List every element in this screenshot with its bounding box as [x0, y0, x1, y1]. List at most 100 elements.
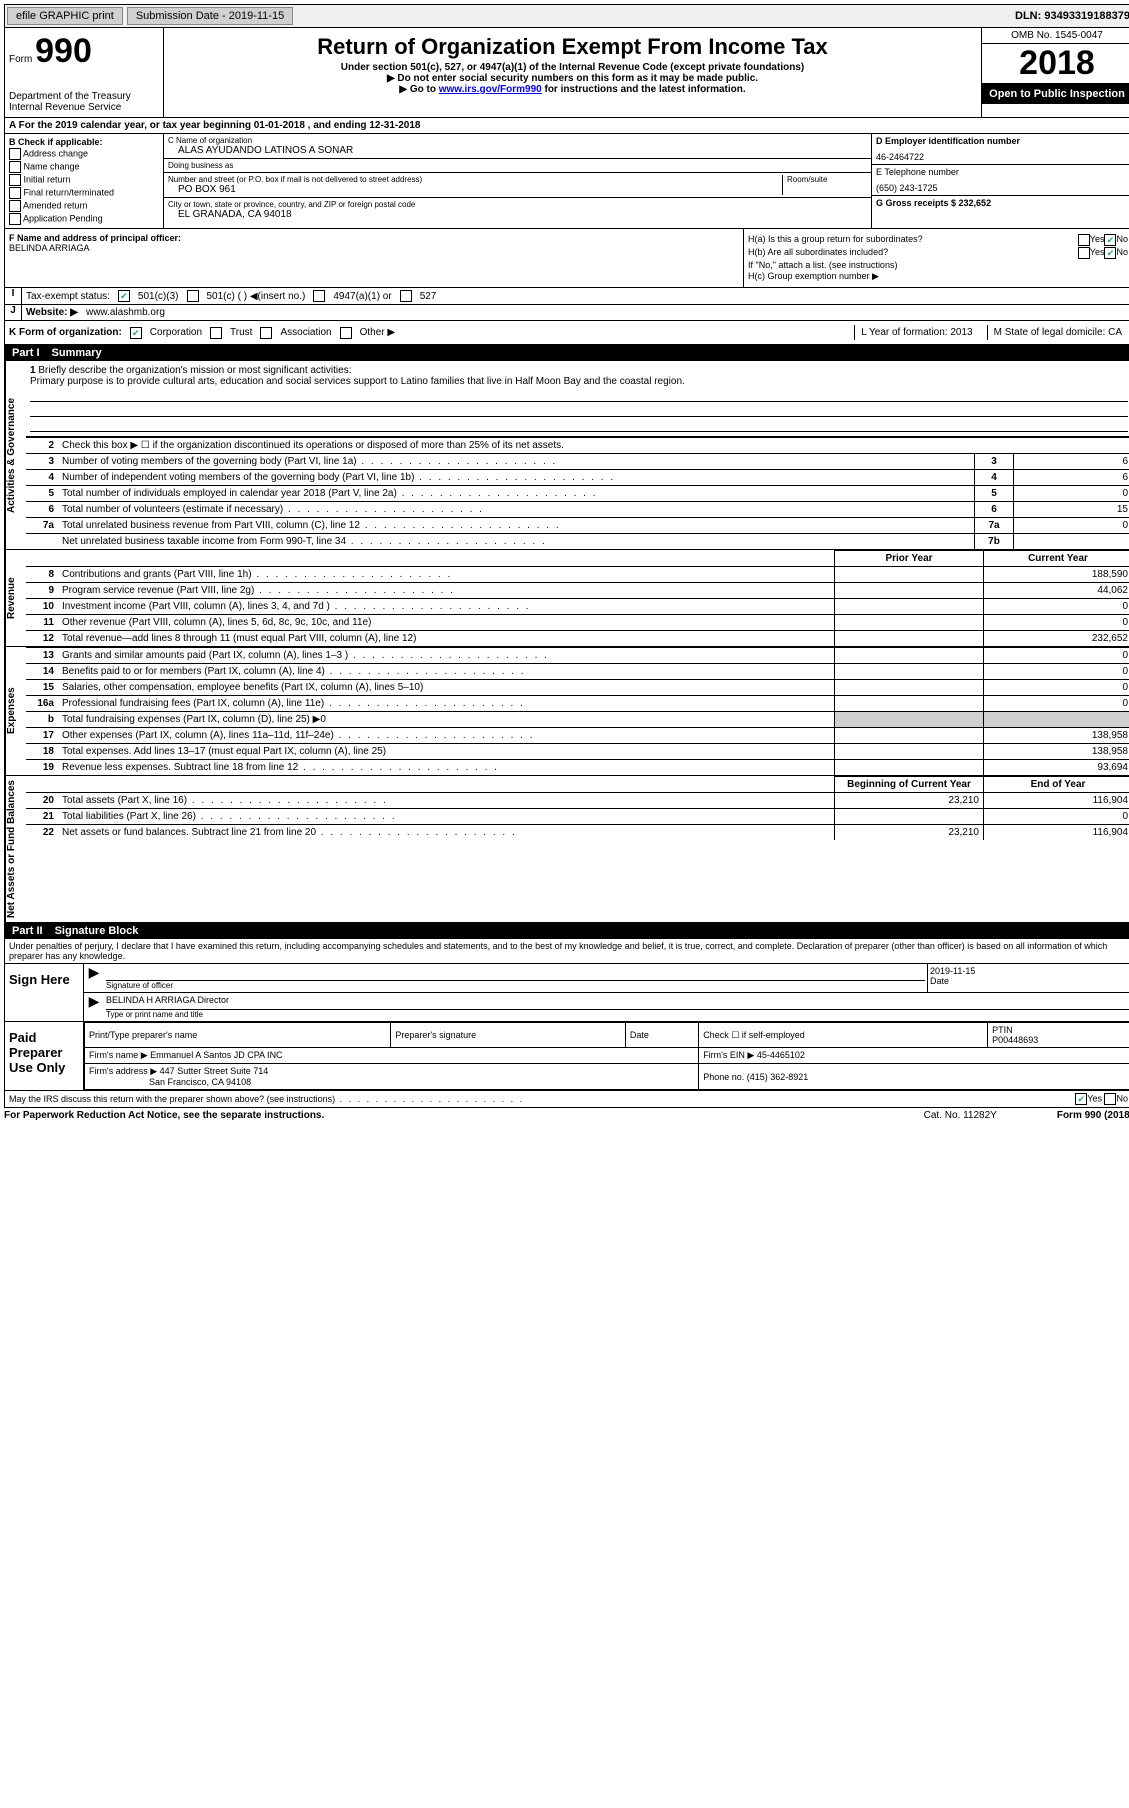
- firm-addr2: San Francisco, CA 94108: [149, 1077, 251, 1087]
- firm-phone-label: Phone no.: [703, 1072, 744, 1082]
- efile-button[interactable]: efile GRAPHIC print: [7, 7, 123, 25]
- part2-title: Signature Block: [55, 925, 139, 937]
- cb-initial[interactable]: [9, 174, 21, 186]
- ha-yes[interactable]: [1078, 234, 1090, 246]
- l7b-val: [1014, 534, 1129, 550]
- cb-501c3[interactable]: [118, 290, 130, 302]
- cb-other[interactable]: [340, 327, 352, 339]
- l18: Total expenses. Add lines 13–17 (must eq…: [58, 744, 835, 760]
- lbl-trust: Trust: [230, 327, 252, 338]
- header-right: OMB No. 1545-0047 2018 Open to Public In…: [981, 28, 1129, 117]
- l9-cy: 44,062: [984, 583, 1129, 599]
- sub3-pre: ▶ Go to: [399, 84, 438, 95]
- ha-no[interactable]: [1104, 234, 1116, 246]
- cb-trust[interactable]: [210, 327, 222, 339]
- subtitle-3: ▶ Go to www.irs.gov/Form990 for instruct…: [168, 84, 977, 95]
- firm-name: Emmanuel A Santos JD CPA INC: [150, 1050, 282, 1060]
- website-row: J Website: ▶ www.alashmb.org: [4, 305, 1129, 321]
- l8-cy: 188,590: [984, 567, 1129, 583]
- prior-year-hdr: Prior Year: [835, 551, 984, 567]
- l19-cy: 93,694: [984, 760, 1129, 776]
- footer: For Paperwork Reduction Act Notice, see …: [4, 1108, 1129, 1123]
- cb-address-label: Address change: [23, 148, 88, 158]
- cb-final[interactable]: [9, 187, 21, 199]
- cb-application[interactable]: [9, 213, 21, 225]
- l21-eoy: 0: [984, 809, 1129, 825]
- gov-table: 2Check this box ▶ ☐ if the organization …: [26, 437, 1129, 549]
- discuss-yes[interactable]: [1075, 1093, 1087, 1105]
- eoy-hdr: End of Year: [984, 777, 1129, 793]
- l10-cy: 0: [984, 599, 1129, 615]
- lbl-assoc: Association: [280, 327, 331, 338]
- l3: Number of voting members of the governin…: [62, 456, 557, 467]
- row-a-text: A For the 2019 calendar year, or tax yea…: [9, 120, 420, 131]
- l13-cy: 0: [984, 648, 1129, 664]
- check-self: Check ☐ if self-employed: [699, 1023, 988, 1048]
- dba-label: Doing business as: [168, 161, 867, 170]
- open-public-badge: Open to Public Inspection: [982, 84, 1129, 104]
- l7b: Net unrelated business taxable income fr…: [62, 536, 547, 547]
- sub3-post: for instructions and the latest informat…: [542, 84, 746, 95]
- side-net: Net Assets or Fund Balances: [5, 776, 26, 922]
- arrow-icon: ▶: [84, 964, 104, 992]
- sig-date: 2019-11-15: [930, 966, 1129, 976]
- phone-label: E Telephone number: [876, 167, 1128, 177]
- cb-amended[interactable]: [9, 200, 21, 212]
- hc-label: H(c) Group exemption number ▶: [748, 271, 1128, 282]
- room-label: Room/suite: [787, 175, 867, 184]
- status-row: I Tax-exempt status: 501(c)(3) 501(c) ( …: [4, 288, 1129, 305]
- cb-corp[interactable]: [130, 327, 142, 339]
- cb-assoc[interactable]: [260, 327, 272, 339]
- info-grid: B Check if applicable: Address change Na…: [4, 134, 1129, 229]
- omb-number: OMB No. 1545-0047: [982, 28, 1129, 44]
- prep-sig-label: Preparer's signature: [391, 1023, 626, 1048]
- street-label: Number and street (or P.O. box if mail i…: [168, 175, 782, 184]
- hb-label: H(b) Are all subordinates included?: [748, 247, 1078, 259]
- lbl-4947: 4947(a)(1) or: [333, 291, 391, 302]
- form-label: Form: [9, 54, 32, 65]
- city-value: EL GRANADA, CA 94018: [178, 209, 867, 220]
- officer-name: BELINDA H ARRIAGA Director: [106, 995, 1129, 1010]
- l15: Salaries, other compensation, employee b…: [58, 680, 835, 696]
- cb-name-label: Name change: [24, 161, 80, 171]
- l3-val: 6: [1014, 454, 1129, 470]
- discuss-no[interactable]: [1104, 1093, 1116, 1105]
- cb-address[interactable]: [9, 148, 21, 160]
- ein-value: 46-2464722: [876, 152, 1128, 162]
- irs-link[interactable]: www.irs.gov/Form990: [439, 84, 542, 95]
- lbl-other: Other ▶: [360, 327, 395, 338]
- l16a-cy: 0: [984, 696, 1129, 712]
- net-section: Net Assets or Fund Balances Beginning of…: [4, 776, 1129, 923]
- l4: Number of independent voting members of …: [62, 472, 615, 483]
- col-b: B Check if applicable: Address change Na…: [5, 134, 164, 228]
- ha-label: H(a) Is this a group return for subordin…: [748, 234, 1078, 246]
- l21: Total liabilities (Part X, line 26): [62, 811, 397, 822]
- cb-527[interactable]: [400, 290, 412, 302]
- ptin-label: PTIN: [992, 1025, 1013, 1035]
- header-center: Return of Organization Exempt From Incom…: [164, 28, 981, 117]
- l5: Total number of individuals employed in …: [62, 488, 598, 499]
- l-year: L Year of formation: 2013: [854, 325, 978, 340]
- hb-yes[interactable]: [1078, 247, 1090, 259]
- submission-date-button[interactable]: Submission Date - 2019-11-15: [127, 7, 293, 25]
- l4-val: 6: [1014, 470, 1129, 486]
- cb-name[interactable]: [9, 161, 21, 173]
- part1-title: Summary: [52, 347, 102, 359]
- sig-section: Under penalties of perjury, I declare th…: [4, 939, 1129, 1108]
- subtitle-2: ▶ Do not enter social security numbers o…: [168, 73, 977, 84]
- subtitle-1: Under section 501(c), 527, or 4947(a)(1)…: [168, 62, 977, 73]
- side-rev: Revenue: [5, 550, 26, 646]
- hb-no[interactable]: [1104, 247, 1116, 259]
- l20-boy: 23,210: [835, 793, 984, 809]
- tax-year: 2018: [982, 44, 1129, 84]
- org-name: ALAS AYUDANDO LATINOS A SONAR: [178, 145, 867, 156]
- l21-boy: [835, 809, 984, 825]
- prep-name-label: Print/Type preparer's name: [85, 1023, 391, 1048]
- l22-boy: 23,210: [835, 825, 984, 841]
- form-header: Form 990 Department of the Treasury Inte…: [4, 28, 1129, 118]
- phone-value: (650) 243-1725: [876, 183, 1128, 193]
- website-label: Website: ▶: [26, 307, 78, 318]
- sign-here-label: Sign Here: [5, 964, 84, 1021]
- cb-501c[interactable]: [187, 290, 199, 302]
- cb-4947[interactable]: [313, 290, 325, 302]
